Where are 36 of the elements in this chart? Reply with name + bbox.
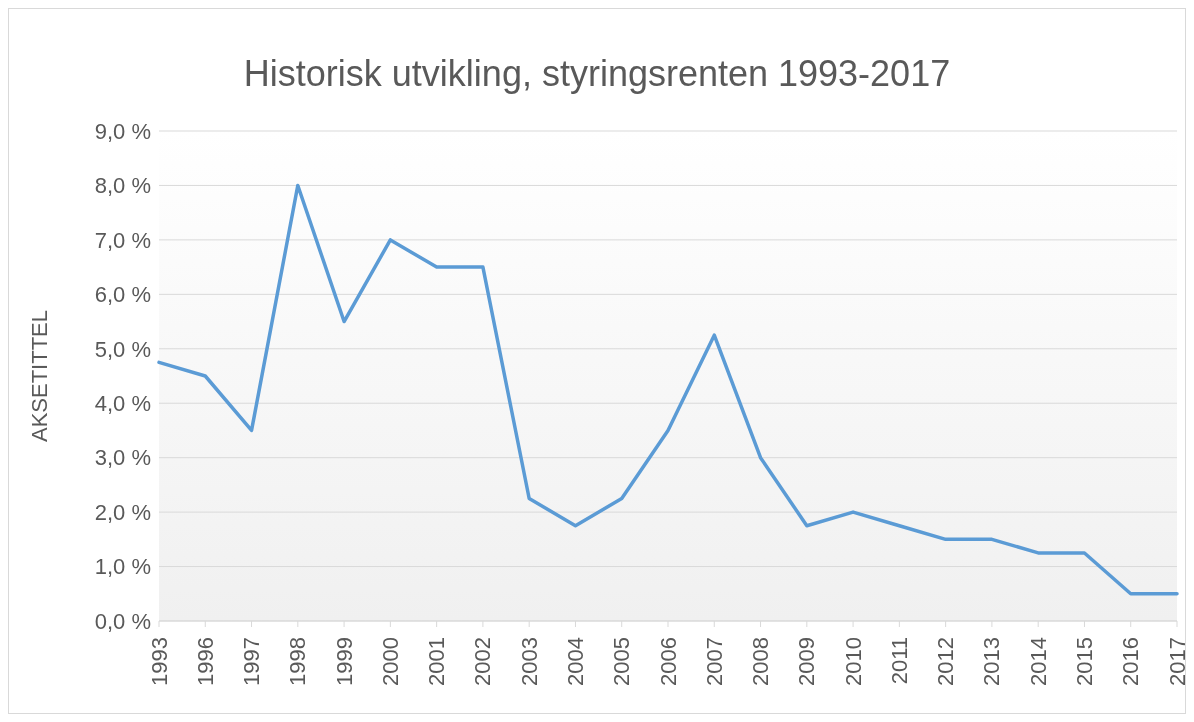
chart-title: Historisk utvikling, styringsrenten 1993-2017 [242, 53, 952, 96]
x-tick-label: 2013 [979, 637, 1005, 686]
y-tick-label: 1,0 % [94, 554, 151, 580]
y-tick-label: 9,0 % [94, 118, 151, 144]
x-tick-label: 2008 [748, 637, 774, 686]
x-tick-label: 2004 [562, 637, 588, 686]
x-tick-label: 1996 [192, 637, 218, 686]
y-tick-label: 6,0 % [94, 282, 151, 308]
x-tick-label: 2005 [609, 637, 635, 686]
x-tick-label: 2010 [840, 637, 866, 686]
x-tick-label: 2016 [1118, 637, 1144, 686]
y-tick-label: 5,0 % [94, 336, 151, 362]
x-tick-label: 2007 [701, 637, 727, 686]
x-tick-label: 2012 [933, 637, 959, 686]
x-tick-label: 2001 [424, 637, 450, 686]
y-tick-label: 8,0 % [94, 173, 151, 199]
x-tick-label: 2002 [470, 637, 496, 686]
x-tick-label: 2011 [886, 637, 912, 685]
y-axis-title: AKSETITTEL [26, 309, 52, 443]
x-tick-label: 2015 [1071, 637, 1097, 686]
x-tick-label: 2000 [377, 637, 403, 686]
x-tick-label: 2017 [1164, 637, 1190, 686]
x-tick-label: 1998 [285, 637, 311, 686]
line-series [157, 183, 1179, 596]
y-tick-label: 0,0 % [94, 608, 151, 634]
y-tick-label: 2,0 % [94, 499, 151, 525]
x-tick-label: 2014 [1025, 637, 1051, 686]
x-tick-label: 1999 [331, 637, 357, 686]
y-tick-label: 3,0 % [94, 445, 151, 471]
x-tick-label: 1997 [239, 637, 265, 686]
x-tick-label: 2003 [516, 637, 542, 686]
y-tick-label: 7,0 % [94, 227, 151, 253]
y-tick-label: 4,0 % [94, 391, 151, 417]
x-tick-label: 1993 [146, 637, 172, 686]
x-tick-label: 2009 [794, 637, 820, 686]
x-tick-label: 2006 [655, 637, 681, 686]
